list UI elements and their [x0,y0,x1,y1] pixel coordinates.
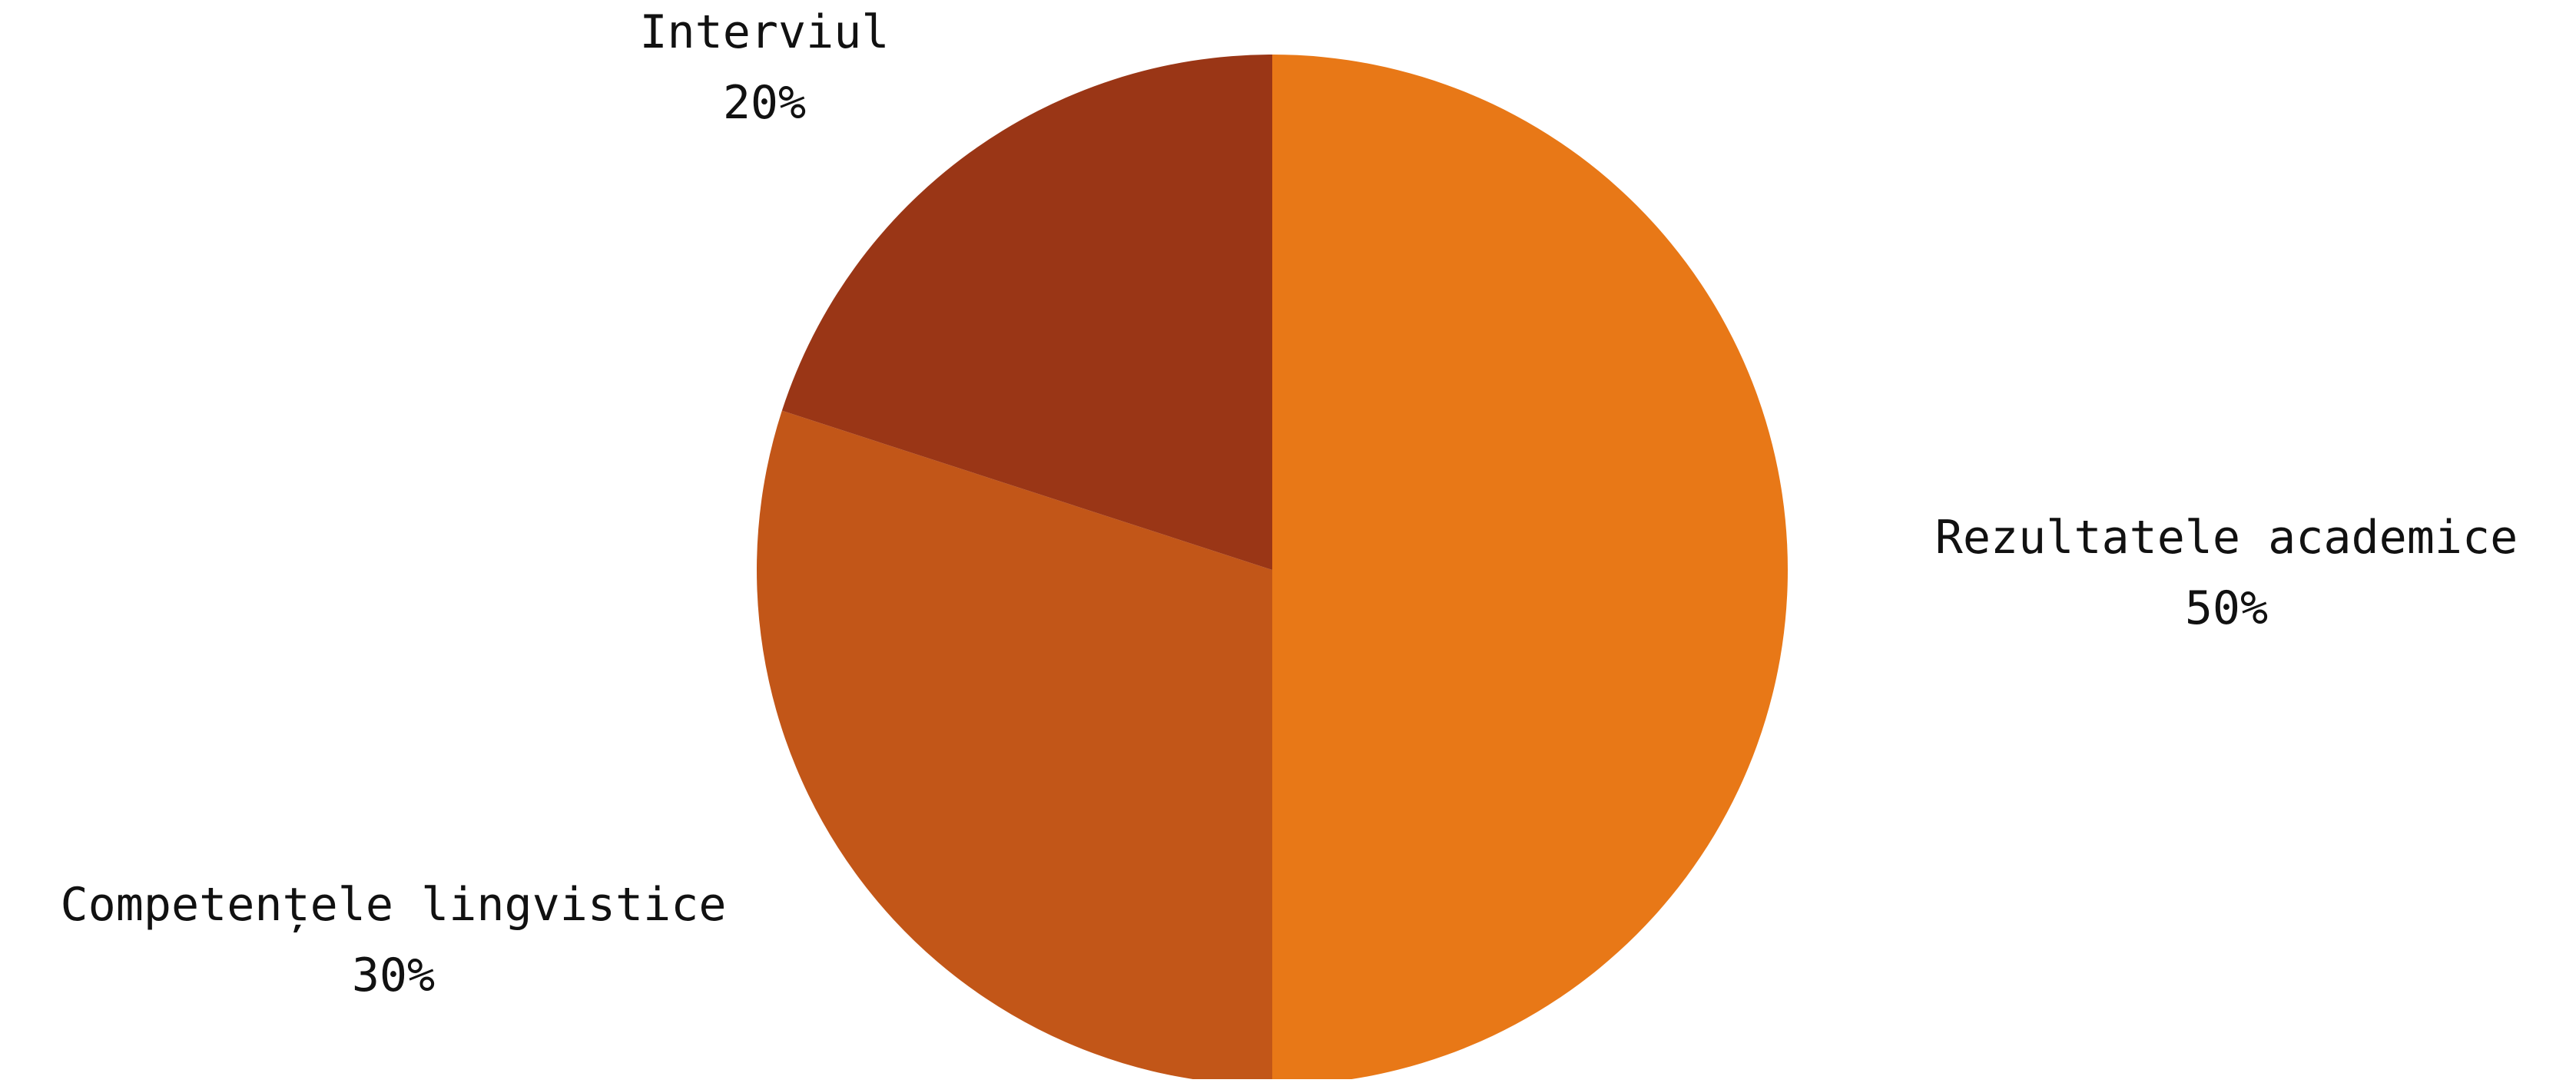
pie-slice-1 [1272,55,1788,1083]
pie-slice-3 [781,55,1272,570]
slice-label-2: Competențele lingvistice [61,878,727,932]
slice-label-1: Rezultatele academice [1935,511,2518,565]
pie-slice-2 [757,410,1272,1083]
slice-value-label-2: 30% [352,949,435,1002]
pie-labels: Rezultatele academice 50% Competențele lin… [61,5,2518,1002]
slice-value-label-3: 20% [723,76,806,130]
slice-value-label-1: 50% [2185,581,2268,635]
pie-slices [757,55,1788,1083]
slice-label-3: Interviul [639,5,889,59]
